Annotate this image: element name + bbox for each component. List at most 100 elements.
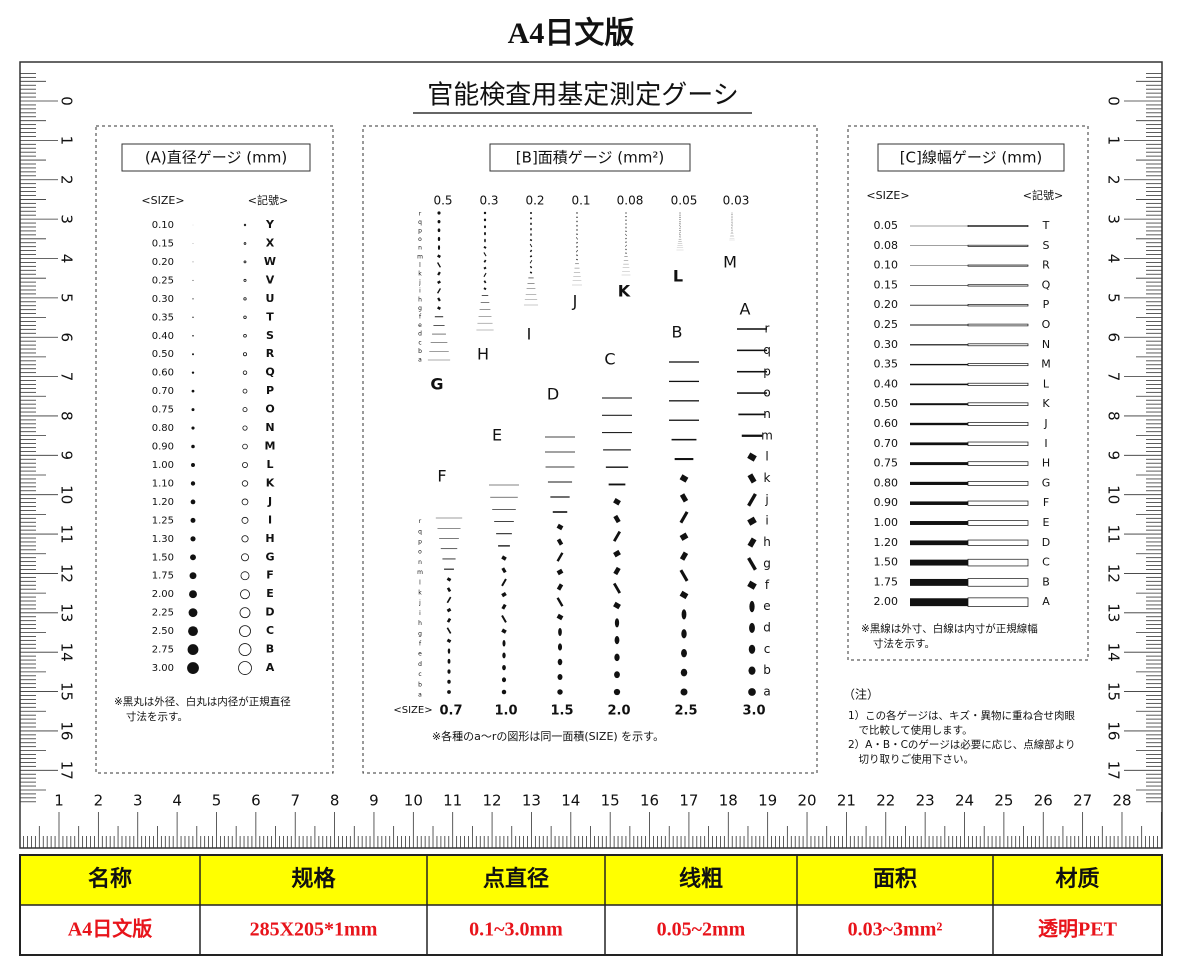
area-shape (679, 212, 681, 214)
code-label: O (265, 403, 274, 416)
area-shape (679, 234, 681, 236)
size-label: 0.25 (874, 318, 899, 331)
code-label: G (430, 375, 443, 394)
area-shape (529, 255, 533, 258)
ruler-label: 8 (1105, 411, 1123, 421)
code-label: C (266, 624, 274, 637)
code-label: N (1042, 338, 1050, 351)
area-shape (530, 222, 532, 226)
area-shape (625, 223, 627, 225)
area-shape (494, 521, 514, 522)
row-letter: b (763, 663, 771, 677)
area-shape (501, 677, 507, 683)
row-letter: i (765, 514, 768, 528)
area-shape (442, 558, 456, 560)
solid-dot (192, 279, 194, 281)
hollow-dot (241, 535, 249, 543)
area-shape (576, 233, 578, 236)
size-label: 0.40 (874, 377, 899, 390)
table-cell: 透明PET (1038, 918, 1118, 941)
code-label: H (265, 532, 274, 545)
area-shape (556, 523, 564, 531)
area-shape (679, 225, 681, 227)
area-shape (625, 226, 627, 229)
size-label: 1.75 (152, 571, 174, 582)
section-a-title-box (121, 143, 311, 172)
solid-line (910, 422, 968, 426)
ruler-label: 17 (679, 792, 698, 810)
area-shape (748, 666, 756, 675)
area-shape (489, 484, 519, 486)
table-header: 名称 (88, 866, 132, 891)
area-shape (737, 370, 767, 373)
area-shape (557, 674, 563, 680)
row-letter-small: k (418, 271, 422, 278)
size-label: 0.75 (874, 457, 899, 470)
hollow-dot (242, 443, 248, 450)
area-shape (576, 241, 578, 244)
area-shape (483, 225, 487, 229)
solid-line (910, 344, 968, 346)
ruler-label: 13 (58, 603, 76, 622)
area-shape (557, 643, 563, 651)
area-shape (679, 216, 681, 218)
solid-dot (192, 334, 194, 337)
size-label: 0.25 (152, 275, 174, 286)
row-letter-small: p (418, 539, 422, 546)
area-shape (679, 493, 689, 503)
row-letter-small: f (419, 314, 422, 321)
row-letter-small: q (418, 219, 422, 226)
code-label: A (266, 661, 275, 674)
solid-dot (188, 608, 198, 618)
row-letter-small: l (419, 579, 421, 586)
size-label: <SIZE> (393, 705, 432, 716)
area-shape (483, 252, 487, 257)
area-shape (671, 438, 697, 441)
size-label: 2.5 (674, 704, 697, 719)
hollow-line (967, 520, 1029, 526)
ruler-label: 12 (1105, 564, 1123, 583)
ruler-label: 13 (522, 792, 541, 810)
area-shape (613, 498, 621, 506)
solid-dot (192, 298, 194, 300)
ruler-label: 4 (58, 254, 76, 264)
area-shape (747, 516, 757, 526)
solid-line (910, 383, 968, 386)
table-cell: 0.03~3mm² (848, 919, 943, 941)
row-letter: q (763, 343, 771, 357)
area-shape (625, 215, 627, 218)
area-shape (747, 580, 757, 590)
area-shape (674, 458, 694, 461)
area-shape (437, 236, 441, 242)
row-letter: a (763, 685, 770, 699)
row-letter: j (764, 492, 768, 506)
area-shape (446, 638, 452, 644)
code-label: P (1043, 298, 1050, 311)
table-header-bg (21, 856, 1161, 905)
area-shape (614, 635, 620, 645)
row-letter-small: d (418, 331, 422, 338)
area-shape (529, 259, 533, 264)
area-shape (731, 221, 733, 224)
ruler-label: 1 (54, 792, 64, 810)
hollow-dot (243, 333, 247, 338)
hollow-dot (243, 223, 247, 227)
code-label: S (1043, 239, 1050, 252)
area-shape (545, 451, 575, 453)
column-header: <SIZE> (866, 189, 909, 202)
table-cell: A4日文版 (68, 917, 152, 941)
solid-dot (191, 408, 195, 412)
row-letter-small: r (419, 518, 422, 525)
size-label: 0.05 (671, 194, 698, 208)
size-label: 1.00 (874, 516, 899, 529)
area-shape (556, 552, 564, 562)
area-shape (446, 596, 452, 604)
row-letter-small: l (419, 262, 421, 269)
code-label: C (1042, 556, 1050, 569)
hollow-dot (242, 425, 248, 431)
size-label: 0.5 (433, 194, 452, 208)
size-label: 0.35 (874, 358, 899, 371)
area-shape (679, 218, 681, 221)
ruler-label: 4 (172, 792, 182, 810)
row-letter: r (765, 322, 770, 336)
